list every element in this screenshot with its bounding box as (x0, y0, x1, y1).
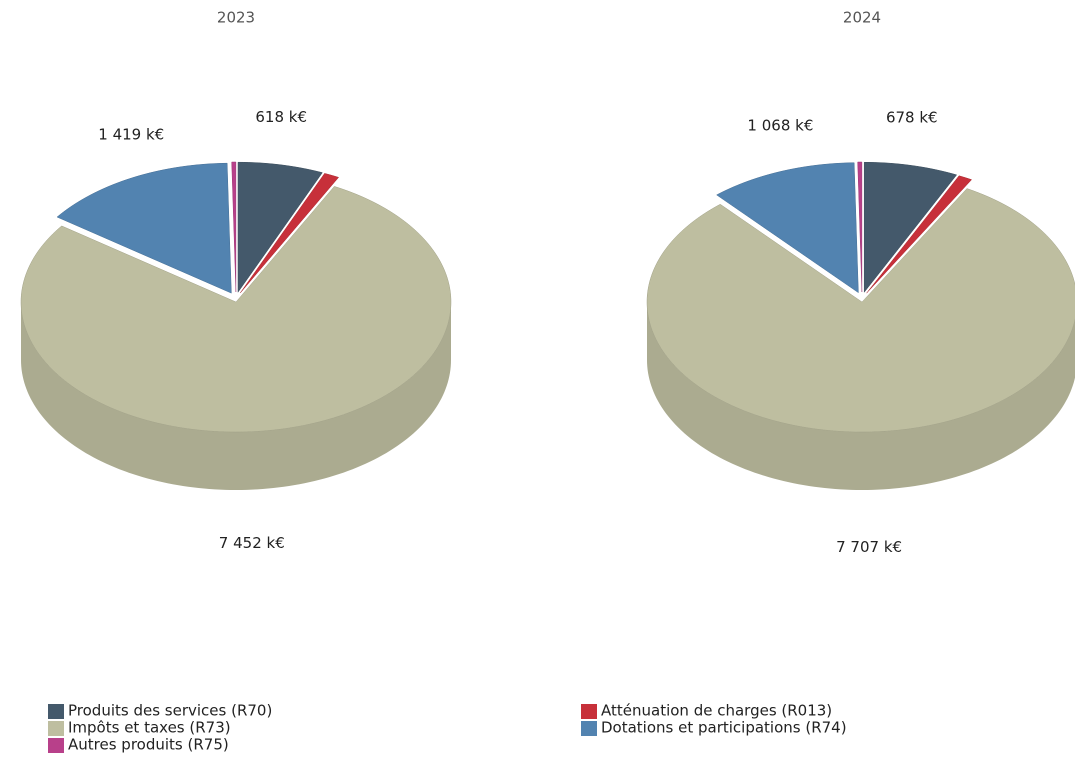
data-label: 1 068 k€ (747, 117, 813, 135)
pie-slice (716, 162, 859, 294)
legend-swatch (581, 704, 597, 719)
legend-swatch (48, 738, 64, 753)
pie-slice (857, 161, 863, 293)
chart-title: 2023 (217, 9, 255, 27)
pie-slice (20, 186, 452, 433)
pie-slice-side (21, 302, 451, 490)
pie-slice (863, 161, 958, 293)
pie-slice (237, 161, 323, 293)
chart-title: 2024 (843, 9, 881, 27)
pie-slice (646, 188, 1075, 433)
data-label: 7 707 k€ (836, 538, 902, 556)
legend-swatch (581, 721, 597, 736)
legend-label: Atténuation de charges (R013) (601, 702, 832, 720)
pie-slice-side (647, 302, 1075, 490)
legend-label: Autres produits (R75) (68, 736, 229, 754)
data-label: 7 452 k€ (219, 534, 285, 552)
pie-slice (56, 162, 232, 294)
data-label: 1 419 k€ (98, 126, 164, 144)
pie-slice (240, 173, 340, 294)
legend-label: Dotations et participations (R74) (601, 719, 847, 737)
legend-swatch (48, 721, 64, 736)
legend-label: Impôts et taxes (R73) (68, 719, 231, 737)
data-label: 618 k€ (255, 108, 307, 126)
pie-slice (866, 175, 973, 294)
legend-swatch (48, 704, 64, 719)
legend-label: Produits des services (R70) (68, 702, 272, 720)
data-label: 678 k€ (886, 109, 938, 127)
pie-slice (231, 161, 237, 293)
